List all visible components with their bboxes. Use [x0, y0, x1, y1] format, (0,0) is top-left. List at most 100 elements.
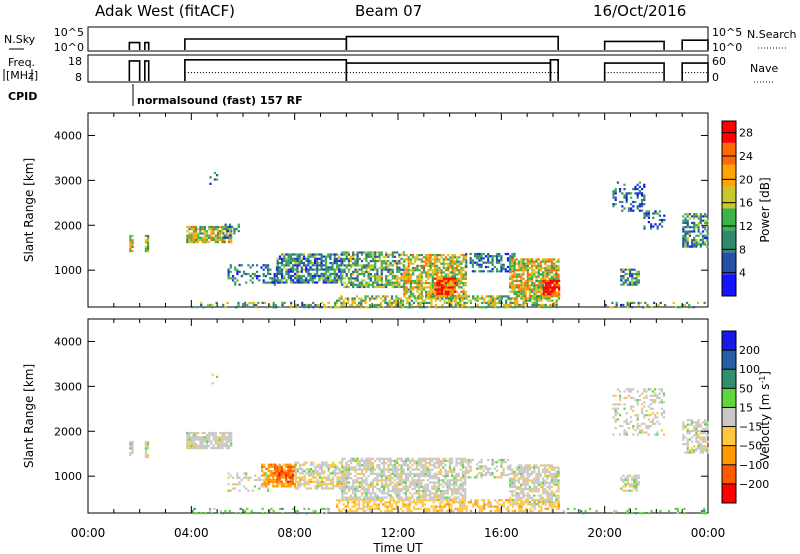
velocity-panel-cell-2	[188, 431, 191, 435]
power-panel-cell-7	[347, 285, 350, 289]
velocity-panel-cell-9	[502, 469, 505, 472]
power-panel-cell-11	[526, 266, 529, 270]
power-panel-cell-10	[487, 252, 490, 256]
velocity-panel-cell-2	[192, 438, 195, 441]
power-panel-cell-14	[303, 303, 306, 307]
velocity-panel-cell-8	[376, 487, 379, 491]
velocity-panel-cell-8	[429, 474, 432, 478]
velocity-panel-cell-8	[464, 459, 467, 462]
power-panel-cell-17	[641, 192, 644, 195]
velocity-panel-cell-8	[358, 464, 361, 467]
power-panel-cell-3	[228, 227, 232, 231]
velocity-panel-cell-8	[459, 487, 462, 491]
power-panel-cell-6	[285, 257, 288, 260]
power-panel-cell-10	[506, 265, 510, 269]
power-panel-cell-4	[209, 176, 212, 179]
velocity-panel-cell-6	[318, 465, 321, 468]
velocity-panel-cell-8	[444, 474, 447, 478]
power-panel-cell-11	[531, 271, 534, 274]
power-panel-cell-5	[229, 264, 232, 267]
power-panel-cell-7	[358, 283, 361, 286]
velocity-panel-cell-8	[376, 472, 379, 475]
velocity-panel-cell-8	[418, 459, 421, 462]
power-panel-cell-7	[378, 275, 381, 278]
velocity-panel-cell-8	[464, 492, 467, 495]
power-panel-cell-6	[300, 281, 303, 284]
power-panel-cell-2	[197, 228, 200, 231]
power-panel-cell-8	[409, 262, 412, 265]
velocity-panel-cell-11	[421, 503, 424, 506]
power-panel-cell-6	[287, 262, 290, 265]
power-panel-cell-7	[360, 283, 364, 286]
velocity-panel-cell-3	[285, 480, 288, 483]
power-panel-cell-13	[511, 297, 514, 300]
velocity-panel-cell-11	[351, 509, 354, 513]
velocity-panel-cell-11	[406, 505, 409, 508]
velocity-panel-cell-3	[291, 472, 294, 475]
velocity-panel-cell-8	[415, 466, 418, 469]
power-panel-cell-11	[522, 288, 525, 291]
velocity-panel-cell-2	[188, 447, 191, 450]
power-panel-cell-13	[342, 303, 345, 307]
velocity-panel-cell-10	[531, 470, 534, 473]
velocity-panel-cell-8	[374, 496, 377, 499]
velocity-panel-cell-2	[216, 444, 220, 447]
power-panel-cell-13	[408, 295, 411, 298]
power-panel-cell-6	[316, 268, 319, 271]
power-panel-cell-11	[517, 273, 521, 276]
power-panel-cell-5	[271, 277, 274, 280]
power-panel-cell-13	[496, 295, 499, 298]
velocity-panel-cell-2	[225, 440, 228, 443]
power-panel-cell-6	[294, 264, 297, 267]
power-panel-cell-13	[410, 299, 413, 302]
velocity-panel-cell-6	[334, 485, 337, 488]
power-panel-cell-19	[699, 221, 702, 224]
power-panel-cell-8	[447, 275, 450, 278]
velocity-panel-cell-6	[307, 468, 310, 471]
velocity-panel-cell-2	[192, 444, 195, 447]
velocity-panel-cell-11	[428, 507, 431, 510]
velocity-panel-cell-8	[367, 496, 370, 499]
power-panel-cell-19	[695, 241, 698, 244]
velocity-panel-cell-8	[378, 474, 381, 478]
velocity-panel-cell-8	[431, 496, 434, 499]
power-panel-cell-18	[663, 214, 666, 217]
power-panel-cell-8	[433, 258, 437, 261]
power-panel-cell-7	[365, 285, 368, 289]
velocity-panel-cell-8	[396, 472, 399, 475]
velocity-panel-cell-10	[520, 475, 523, 478]
power-panel-cell-10	[504, 252, 507, 256]
power-panel-cell-14	[211, 303, 214, 307]
power-panel-cell-13	[390, 295, 394, 298]
velocity-panel-cell-11	[533, 505, 536, 508]
power-panel-cell-8	[427, 262, 430, 265]
power-panel-cell-11	[544, 266, 547, 270]
power-panel-cell-2	[221, 225, 224, 229]
power-panel-cell-15	[639, 301, 642, 304]
power-panel-cell-8	[429, 290, 432, 293]
power-panel-cell-4	[213, 171, 216, 175]
power-panel-cell-8	[412, 279, 415, 283]
velocity-panel-cell-2	[208, 438, 211, 441]
power-panel-cell-8	[403, 264, 406, 267]
velocity-panel-cell-9	[491, 474, 494, 477]
velocity-panel-cell-11	[557, 501, 560, 504]
velocity-panel-cell-8	[393, 472, 397, 475]
power-panel-cell-11	[509, 282, 512, 285]
velocity-panel-cell-8	[363, 479, 366, 482]
power-panel-cell-7	[354, 260, 357, 263]
power-panel-cell-16	[635, 270, 638, 273]
velocity-panel-cell-8	[369, 466, 372, 469]
velocity-panel-cell-8	[385, 468, 388, 471]
velocity-panel-cell-11	[423, 499, 426, 502]
power-panel-cell-7	[374, 273, 377, 276]
power-panel-cell-12	[551, 279, 554, 282]
velocity-panel-cell-2	[208, 434, 211, 437]
power-panel-cell-7	[371, 268, 375, 271]
velocity-panel-cell-9	[478, 461, 481, 464]
velocity-panel-cell-10	[550, 479, 553, 482]
power-panel-cell-6	[289, 259, 292, 262]
velocity-panel-cell-8	[360, 483, 364, 486]
power-panel-cell-13	[406, 301, 409, 304]
velocity-panel-cell-8	[426, 472, 429, 475]
